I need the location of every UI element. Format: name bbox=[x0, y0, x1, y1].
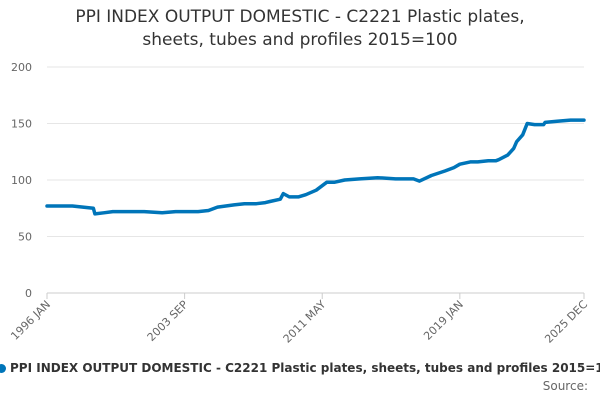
y-tick-label: 50 bbox=[18, 231, 32, 244]
x-tick-label: 2011 MAY bbox=[281, 298, 329, 346]
series-layer bbox=[45, 118, 586, 216]
x-tick-label: 2019 JAN bbox=[421, 298, 466, 343]
gridlines bbox=[47, 66, 584, 237]
chart-title: PPI INDEX OUTPUT DOMESTIC - C2221 Plasti… bbox=[0, 6, 600, 52]
x-axis-ticks: 1996 JAN 2003 SEP 2011 MAY 2019 JAN 2025 DEC bbox=[8, 293, 590, 346]
y-tick-label: 200 bbox=[11, 61, 32, 74]
y-tick-label: 150 bbox=[11, 118, 32, 131]
legend[interactable]: PPI INDEX OUTPUT DOMESTIC - C2221 Plasti… bbox=[0, 361, 600, 375]
y-tick-label: 100 bbox=[11, 174, 32, 187]
legend-marker bbox=[0, 364, 6, 373]
x-tick-label: 2003 SEP bbox=[145, 298, 191, 344]
x-tick-label: 1996 JAN bbox=[8, 298, 53, 343]
y-axis-ticks: 0 50 100 150 200 bbox=[11, 61, 32, 300]
chart-title-line-1: PPI INDEX OUTPUT DOMESTIC - C2221 Plasti… bbox=[75, 7, 525, 27]
y-tick-label: 0 bbox=[25, 287, 32, 300]
series-line bbox=[45, 118, 586, 216]
x-tick-label: 2025 DEC bbox=[542, 298, 590, 346]
source-label: Source: bbox=[542, 379, 588, 393]
legend-label: PPI INDEX OUTPUT DOMESTIC - C2221 Plasti… bbox=[10, 361, 600, 375]
chart-title-line-2: sheets, tubes and profiles 2015=100 bbox=[142, 30, 458, 50]
